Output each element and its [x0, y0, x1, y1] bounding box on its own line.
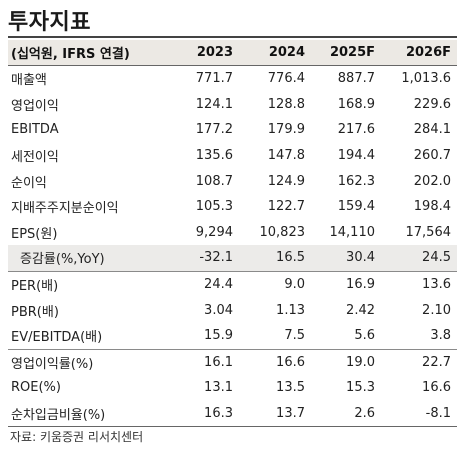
- row-label: EPS(원): [11, 226, 58, 242]
- cell-value: 202.0: [413, 173, 451, 189]
- investment-indicators-table: (십억원, IFRS 연결) 2023 2024 2025F 2026F 매출액…: [8, 40, 457, 428]
- cell-value: 147.8: [267, 148, 305, 164]
- cell-value: 229.6: [413, 96, 451, 112]
- cell-value: 179.9: [267, 122, 305, 138]
- table-row: PBR(배) 3.04 1.13 2.42 2.10: [8, 297, 457, 323]
- cell-value: 3.04: [204, 302, 233, 318]
- row-label: 매출액: [11, 73, 47, 89]
- cell-value: 22.7: [381, 348, 457, 376]
- cell-value: 19.0: [311, 348, 381, 376]
- table-row: ROE(%) 13.1 13.5 15.3 16.6: [8, 375, 457, 401]
- cell-value: 17,564: [405, 224, 452, 240]
- cell-value: 13.1: [204, 380, 233, 396]
- cell-value: 24.5: [381, 245, 457, 272]
- table-header-row: (십억원, IFRS 연결) 2023 2024 2025F 2026F: [8, 40, 457, 66]
- cell-value: 122.7: [267, 199, 305, 215]
- table-row: EBITDA 177.2 179.9 217.6 284.1: [8, 117, 457, 143]
- cell-value: 771.7: [195, 71, 233, 87]
- page-title: 투자지표: [8, 10, 91, 35]
- cell-value: 15.3: [346, 380, 375, 396]
- cell-value: 198.4: [413, 199, 451, 215]
- row-label: 증감률(%,YoY): [8, 245, 173, 272]
- cell-value: 177.2: [195, 122, 233, 138]
- table-row: 영업이익률(%) 16.1 16.6 19.0 22.7: [8, 348, 457, 376]
- cell-value: 30.4: [311, 245, 381, 272]
- cell-value: 159.4: [337, 199, 375, 215]
- year-header-2025f: 2025F: [311, 40, 381, 66]
- cell-value: 194.4: [337, 148, 375, 164]
- cell-value: 15.9: [204, 328, 233, 344]
- row-label: 영업이익률(%): [8, 348, 173, 376]
- cell-value: 105.3: [195, 199, 233, 215]
- cell-value: 260.7: [413, 148, 451, 164]
- row-label: 영업이익: [11, 98, 59, 114]
- cell-value: 7.5: [284, 328, 305, 344]
- cell-value: 108.7: [195, 173, 233, 189]
- cell-value: 14,110: [329, 224, 376, 240]
- cell-value: 13.7: [239, 400, 311, 428]
- row-label: 지배주주지분순이익: [11, 201, 119, 217]
- row-label: EV/EBITDA(배): [11, 330, 103, 346]
- cell-value: 124.9: [267, 173, 305, 189]
- title-divider: [8, 36, 457, 38]
- cell-value: 2.10: [422, 302, 451, 318]
- table-row: EPS(원) 9,294 10,823 14,110 17,564: [8, 220, 457, 246]
- row-label: PBR(배): [11, 304, 59, 320]
- row-label: EBITDA: [11, 122, 59, 138]
- cell-value: 168.9: [337, 96, 375, 112]
- cell-value: 9,294: [195, 224, 233, 240]
- cell-value: 128.8: [267, 96, 305, 112]
- cell-value: 13.6: [381, 270, 457, 298]
- cell-value: 162.3: [337, 173, 375, 189]
- cell-value: 5.6: [354, 328, 375, 344]
- year-header-2023: 2023: [173, 40, 239, 66]
- row-label: PER(배): [8, 270, 173, 298]
- cell-value: 16.3: [173, 400, 239, 428]
- cell-value: -32.1: [173, 245, 239, 272]
- row-label: 세전이익: [11, 150, 59, 166]
- cell-value: 124.1: [195, 96, 233, 112]
- cell-value: 9.0: [239, 270, 311, 298]
- cell-value: 776.4: [267, 71, 305, 87]
- cell-value: 887.7: [337, 71, 375, 87]
- cell-value: 16.5: [239, 245, 311, 272]
- table-row: 지배주주지분순이익 105.3 122.7 159.4 198.4: [8, 194, 457, 220]
- table-row: 순차입금비율(%) 16.3 13.7 2.6 -8.1: [8, 400, 457, 428]
- cell-value: 3.8: [430, 328, 451, 344]
- cell-value: 16.6: [422, 380, 451, 396]
- table-row: 매출액 771.7 776.4 887.7 1,013.6: [8, 66, 457, 92]
- cell-value: 24.4: [173, 270, 239, 298]
- year-header-2024: 2024: [239, 40, 311, 66]
- cell-value: 16.9: [311, 270, 381, 298]
- cell-value: -8.1: [381, 400, 457, 428]
- table-row: 증감률(%,YoY) -32.1 16.5 30.4 24.5: [8, 245, 457, 272]
- row-label: 순차입금비율(%): [8, 400, 173, 428]
- source-note: 자료: 키움증권 리서치센터: [10, 430, 144, 444]
- table-row: 영업이익 124.1 128.8 168.9 229.6: [8, 92, 457, 118]
- cell-value: 2.42: [346, 302, 375, 318]
- table-row: 세전이익 135.6 147.8 194.4 260.7: [8, 143, 457, 169]
- cell-value: 2.6: [311, 400, 381, 428]
- table-row: EV/EBITDA(배) 15.9 7.5 5.6 3.8: [8, 323, 457, 349]
- cell-value: 13.5: [276, 380, 305, 396]
- cell-value: 16.6: [239, 348, 311, 376]
- cell-value: 135.6: [195, 148, 233, 164]
- cell-value: 1,013.6: [401, 71, 451, 87]
- cell-value: 284.1: [413, 122, 451, 138]
- cell-value: 1.13: [276, 302, 305, 318]
- year-header-2026f: 2026F: [381, 40, 457, 66]
- table-row: 순이익 108.7 124.9 162.3 202.0: [8, 168, 457, 194]
- cell-value: 16.1: [173, 348, 239, 376]
- row-label: 순이익: [11, 175, 47, 191]
- row-label: ROE(%): [11, 380, 61, 396]
- table-row: PER(배) 24.4 9.0 16.9 13.6: [8, 270, 457, 298]
- cell-value: 10,823: [259, 224, 306, 240]
- unit-header: (십억원, IFRS 연결): [8, 40, 173, 66]
- cell-value: 217.6: [337, 122, 375, 138]
